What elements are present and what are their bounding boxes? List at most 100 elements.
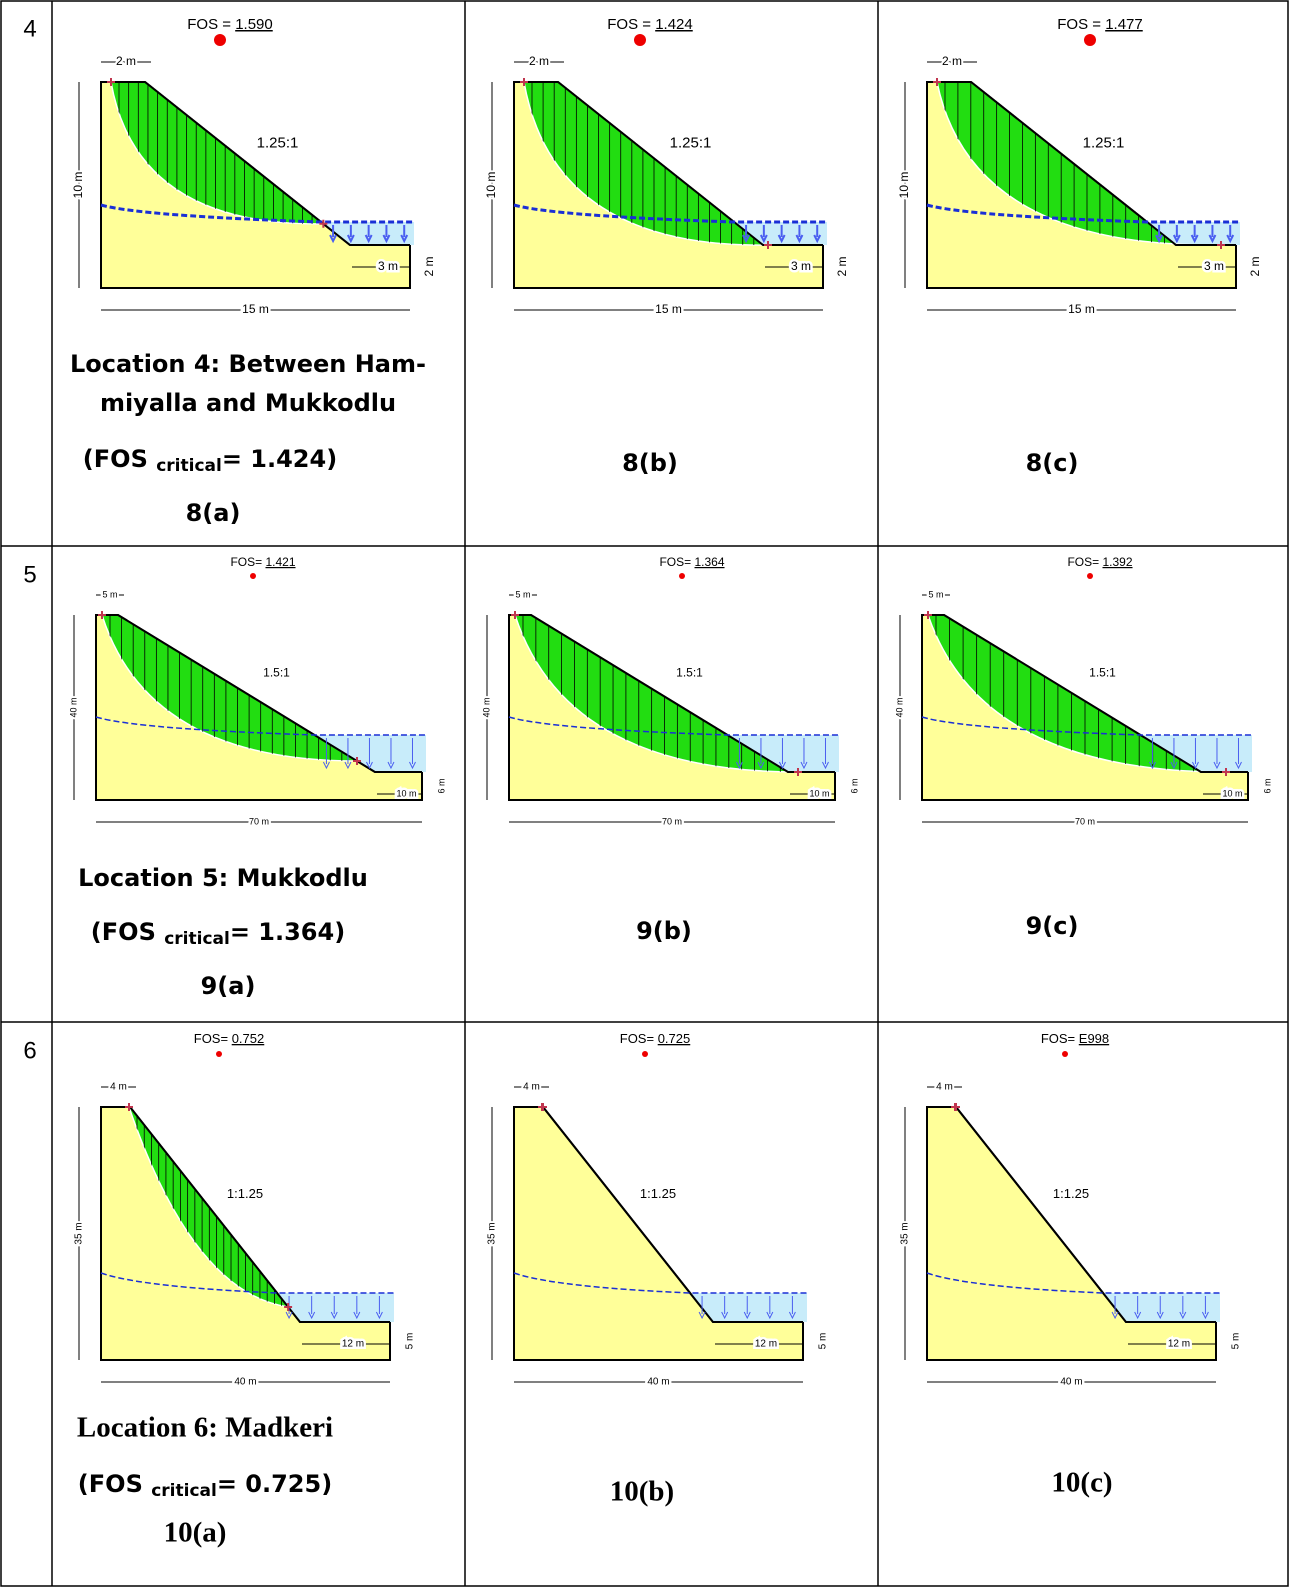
slope-outline	[509, 614, 835, 773]
height-label: 10 m	[897, 172, 911, 199]
toe-label: 3 m	[378, 259, 398, 273]
base-label: 15 m	[242, 302, 269, 316]
phreatic-line	[508, 716, 839, 736]
toe-height-label: 5 m	[405, 1333, 416, 1350]
figure-label: 10(b)	[610, 1476, 674, 1508]
slope-cell: FOS= 1.421 5 m 40 m 70 m 10 m 6 m 1.5:1 Locatio…	[66, 555, 446, 1000]
dimensions	[899, 594, 1248, 823]
fos-critical-close: = 1.424)	[222, 445, 337, 473]
slip-marker	[933, 78, 1225, 249]
row-number: 6	[23, 1037, 36, 1064]
water	[690, 1293, 807, 1322]
toe-label: 3 m	[791, 259, 811, 273]
water-arrow	[1235, 738, 1242, 770]
base-label: 70 m	[249, 816, 269, 826]
water-arrow	[759, 225, 768, 244]
water	[314, 735, 426, 772]
crest-label: 4 m	[523, 1082, 540, 1093]
phreatic-line	[513, 1272, 807, 1294]
fos-text: FOS = 1.477	[1057, 16, 1142, 33]
water	[1140, 735, 1252, 772]
slope-outline	[927, 81, 1236, 246]
location-title: Location 6: Madkeri	[77, 1412, 333, 1444]
slope-ratio: 1.25:1	[257, 134, 299, 151]
phreatic-line	[100, 1272, 394, 1294]
fos-text: FOS = 1.424	[607, 16, 692, 33]
toe-height-label: 6 m	[849, 778, 859, 793]
slip-marker	[520, 78, 772, 249]
slip-marker	[924, 611, 1230, 776]
slip-marker	[511, 611, 802, 776]
slope-ratio: 1.25:1	[1083, 134, 1125, 151]
fos-critical: (FOS critical= 1.424)	[83, 445, 337, 476]
slope-outline	[514, 81, 823, 246]
slope-outline	[927, 1106, 1216, 1323]
fos-value: 0.752	[232, 1031, 265, 1046]
fos-critical-close: = 1.364)	[230, 918, 345, 946]
toe-height-label: 6 m	[436, 778, 446, 793]
water-arrow	[1134, 1296, 1142, 1320]
fos-value: 1.392	[1103, 555, 1133, 569]
water-arrow	[330, 1296, 338, 1320]
water-arrow	[721, 1296, 729, 1320]
dimensions	[78, 61, 410, 311]
water-arrow	[329, 225, 337, 244]
figure-label: 10(c)	[1051, 1467, 1112, 1499]
slope-ratio: 1:1.25	[1053, 1186, 1089, 1201]
failure-zone	[110, 81, 326, 225]
toe-label: 12 m	[755, 1339, 777, 1350]
fos-label: FOS=	[659, 555, 691, 569]
fos-value: 1.477	[1105, 16, 1143, 33]
base-label: 40 m	[234, 1377, 256, 1388]
dimensions	[491, 1086, 803, 1383]
base-label: 70 m	[1075, 816, 1095, 826]
slip-center	[216, 1051, 222, 1057]
fos-critical-sub: critical	[151, 1481, 217, 1501]
figure-label: 8(c)	[1026, 449, 1079, 477]
water-arrow	[822, 738, 829, 770]
slope-cell: FOS= 1.364 5 m 40 m 70 m 10 m 6 m 1.5:1 9(b)	[479, 555, 859, 945]
slope-ratio: 1.5:1	[263, 666, 290, 680]
slope-cell: FOS = 1.477 2 m 10 m 15 m 3 m 2 m 1.25:1 8(c)	[895, 16, 1262, 477]
slope-outline	[514, 1106, 803, 1323]
water-arrow	[1156, 1296, 1164, 1320]
water-arrow	[387, 738, 395, 770]
dimensions	[904, 1086, 1216, 1383]
water-arrow	[322, 738, 330, 770]
fos-label: FOS =	[1057, 16, 1101, 33]
water-arrow	[1170, 738, 1178, 770]
crest-label: 2 m	[942, 54, 962, 68]
phreatic-line	[926, 1272, 1220, 1294]
height-label: 35 m	[487, 1222, 498, 1244]
fos-text: FOS= E998	[1041, 1031, 1109, 1046]
water	[727, 735, 839, 772]
slip-center	[250, 573, 256, 579]
fos-critical-open: (FOS	[78, 1470, 151, 1498]
slope-cell: FOS= E998 4 m 35 m 40 m 12 m 5 m 1:1.25 10(c)	[898, 1031, 1242, 1499]
water-arrow	[813, 225, 822, 244]
water-arrow	[1208, 225, 1217, 244]
water-arrow	[346, 225, 355, 244]
slope-outline	[101, 1106, 390, 1323]
dimensions	[73, 594, 422, 823]
slope-outline	[101, 81, 410, 246]
fos-value: 1.424	[655, 16, 693, 33]
toe-label: 12 m	[1168, 1339, 1190, 1350]
water-arrow	[1172, 225, 1181, 244]
slip-marker	[125, 1103, 293, 1311]
crest-label: 5 m	[102, 589, 117, 599]
height-label: 35 m	[900, 1222, 911, 1244]
fos-label: FOS=	[1041, 1031, 1075, 1046]
water	[277, 1293, 394, 1322]
toe-height-label: 2 m	[1248, 256, 1262, 276]
water-arrow	[795, 225, 804, 244]
toe-height-label: 6 m	[1262, 778, 1272, 793]
fos-critical-sub: critical	[156, 456, 222, 476]
phreatic-line	[921, 716, 1252, 736]
fos-critical: (FOS critical= 1.364)	[91, 918, 345, 949]
height-label: 40 m	[894, 697, 904, 717]
row-number: 5	[23, 561, 36, 588]
figure-label: 9(c)	[1026, 912, 1079, 940]
